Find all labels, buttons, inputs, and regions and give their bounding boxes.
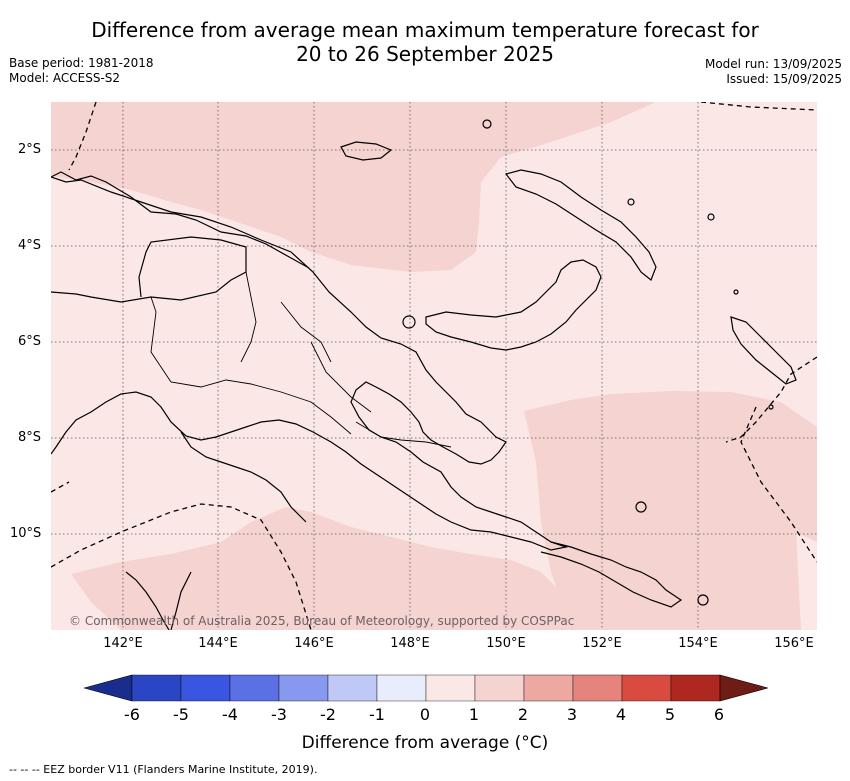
lon-label-150e: 150°E [486,636,526,651]
colorbar-tick: -6 [124,705,140,724]
map-title: Difference from average mean maximum tem… [0,18,850,66]
anomaly-band-1-2-southwest [71,507,571,630]
colorbar-extend-low [84,674,133,702]
colorbar-tick: -4 [222,705,238,724]
colorbar-tick: -3 [271,705,287,724]
province-lines [150,271,452,448]
colorbar-tick: 4 [615,705,627,724]
cape-york-coast [125,571,192,630]
colorbar-tick: 3 [566,705,578,724]
lon-label-156e: 156°E [774,636,814,651]
copyright-notice: © Commonwealth of Australia 2025, Bureau… [69,614,575,628]
colorbar-segment [572,674,623,702]
new-britain-coast [425,259,602,351]
island-4 [697,594,709,606]
colorbar-segment [670,674,721,702]
island-8 [768,404,774,410]
lon-label-146e: 146°E [294,636,334,651]
colorbar-segment [523,674,574,702]
png-southeast-coast [540,541,683,608]
lat-label-6s: 6°S [18,334,42,349]
colorbar-tick: -2 [320,705,336,724]
manus-coast [340,141,393,161]
colorbar-tick: -1 [369,705,385,724]
lon-label-144e: 144°E [198,636,238,651]
gridlines [51,102,817,630]
colorbar-tick: 2 [517,705,529,724]
lon-label-148e: 148°E [390,636,430,651]
colorbar-extend-high [719,674,768,702]
lat-label-8s: 8°S [18,430,42,445]
eez-borders [51,102,817,630]
colorbar-tick: 6 [713,705,725,724]
colorbar-segment [621,674,672,702]
colorbar-label: Difference from average (°C) [301,733,549,753]
colorbar-segment [180,674,231,702]
lon-label-152e: 152°E [582,636,622,651]
colorbar-tick: 1 [468,705,480,724]
island-5 [707,213,715,221]
lat-label-10s: 10°S [10,526,42,541]
meta-left: Base period: 1981-2018 Model: ACCESS-S2 [9,56,154,86]
colorbar-segment [425,674,476,702]
island-2 [402,315,416,329]
colorbar-tick: 5 [664,705,676,724]
title-line-2: 20 to 26 September 2025 [296,42,554,66]
southern-coast [180,431,307,523]
colorbar-segment [131,674,182,702]
lat-label-4s: 4°S [18,238,42,253]
colorbar-segment [327,674,378,702]
lon-label-154e: 154°E [678,636,718,651]
model-run: Model run: 13/09/2025 [704,57,842,71]
title-line-1: Difference from average mean maximum tem… [91,18,759,42]
base-period: Base period: 1981-2018 [9,56,154,70]
meta-right: Model run: 13/09/2025 Issued: 15/09/2025 [705,57,842,87]
colorbar-segment [278,674,329,702]
anomaly-band-1-2-east-edge [796,532,817,630]
lat-label-2s: 2°S [18,142,42,157]
coastlines [51,119,797,630]
new-guinea-coast [51,176,569,551]
colorbar-segment [229,674,280,702]
island-3 [635,501,647,513]
island-7 [627,198,635,206]
sepik-coast [51,171,310,269]
eez-footnote: -- -- -- EEZ border V11 (Flanders Marine… [9,763,318,776]
bougainville-coast [730,316,797,385]
anomaly-band-1-2-north [51,102,656,272]
lon-label-142e: 142°E [103,636,143,651]
colorbar [84,674,768,702]
island-1 [482,119,492,129]
map-panel [51,102,817,630]
island-6 [733,289,739,295]
new-ireland-coast [504,169,657,281]
colorbar-tick: 0 [419,705,431,724]
colorbar-segment [474,674,525,702]
issued-date: Issued: 15/09/2025 [726,72,842,86]
anomaly-band-1-2-southeast [524,391,817,630]
model-name: Model: ACCESS-S2 [9,71,121,85]
colorbar-tick: -5 [173,705,189,724]
western-border [51,236,247,303]
colorbar-segment [376,674,427,702]
